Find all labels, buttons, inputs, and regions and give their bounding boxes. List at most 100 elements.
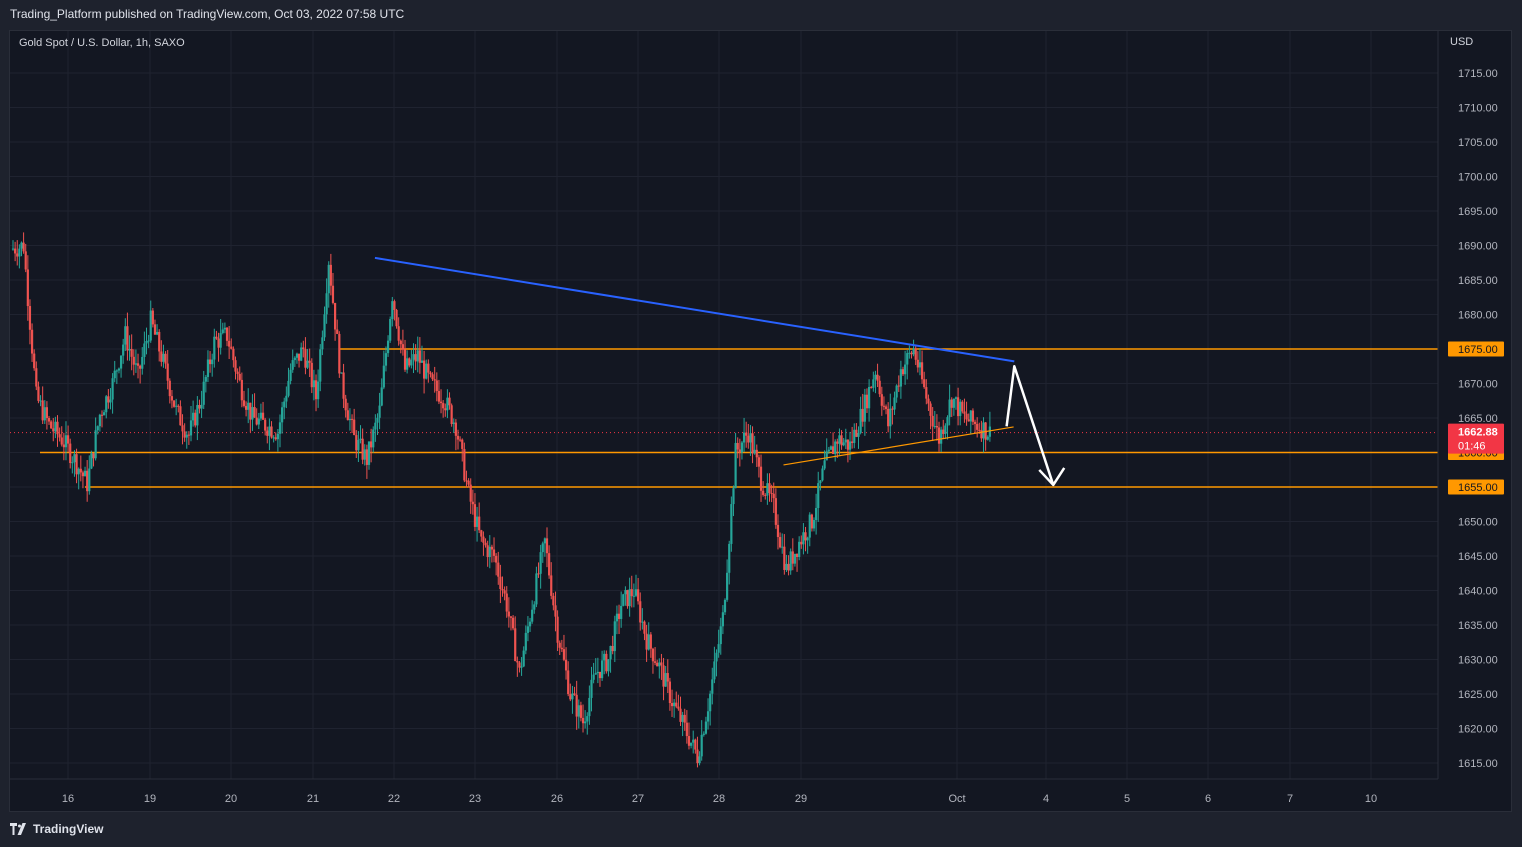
candle-body [626, 590, 629, 607]
candle-body [431, 374, 434, 380]
candle-body [920, 362, 924, 380]
candle-body [463, 448, 466, 481]
candle-body [79, 468, 82, 473]
candle-body [503, 590, 506, 594]
candle-body [278, 422, 282, 434]
candle-body [276, 433, 279, 440]
candle-body [664, 673, 667, 687]
candle-body [155, 331, 159, 335]
candle-body [800, 541, 803, 545]
candle-body [465, 480, 468, 482]
candle-body [609, 645, 612, 660]
y-tick-label: 1635.00 [1458, 620, 1498, 632]
candle-body [632, 595, 635, 597]
candle-body [287, 380, 290, 396]
candle-body [302, 347, 305, 350]
candle-body [43, 407, 46, 421]
candle-body [60, 437, 63, 445]
y-tick-label: 1685.00 [1458, 275, 1498, 287]
candle-body [969, 410, 972, 422]
candle-body [325, 293, 328, 315]
candle-body [50, 421, 53, 429]
candle-body [687, 736, 691, 746]
resistance-trendline[interactable] [374, 256, 1015, 363]
candle-body [887, 408, 890, 427]
y-tick-label: 1625.00 [1458, 689, 1498, 701]
candle-body [202, 381, 205, 405]
candle-body [827, 449, 830, 452]
candle-body [863, 394, 866, 422]
candle-body [598, 671, 602, 679]
candle-body [812, 520, 816, 529]
candle-body [749, 433, 752, 443]
x-tick-label: 5 [1124, 793, 1130, 805]
candle-body [310, 362, 313, 388]
candle-body [336, 329, 339, 334]
candle-body [891, 408, 894, 410]
candle-body [264, 419, 267, 431]
candle-body [459, 439, 462, 441]
support-trendline[interactable] [783, 426, 1014, 466]
candle-body [823, 460, 826, 469]
candle-body [952, 398, 955, 408]
candle-body [592, 674, 595, 680]
candle-body [575, 694, 578, 717]
candle-body [217, 338, 220, 348]
candle-body [853, 429, 856, 443]
candle-body [946, 417, 949, 426]
candle-body [469, 484, 472, 502]
candle-body [857, 432, 860, 437]
candle-body [825, 451, 828, 461]
y-tick-label: 1715.00 [1458, 68, 1498, 80]
candle-body [107, 396, 110, 403]
candle-body [904, 364, 907, 375]
candle-body [100, 414, 104, 416]
candle-body [389, 319, 392, 341]
candle-body [257, 418, 260, 425]
candle-body [333, 302, 337, 330]
candle-body [126, 326, 129, 351]
candle-body [721, 612, 724, 627]
candle-body [950, 399, 953, 408]
candle-body [39, 400, 42, 402]
candle-body [944, 425, 947, 434]
candle-body [33, 353, 36, 369]
candle-body [365, 449, 368, 465]
candle-body [867, 386, 871, 409]
candle-body [122, 344, 125, 356]
candle-body [567, 670, 570, 695]
candle-body [884, 406, 888, 409]
candle-body [437, 391, 441, 402]
chart-area[interactable]: 1715.00 1710.00 1705.00 1700.00 1695.00 1690.… [9, 30, 1512, 812]
candle-body [185, 434, 188, 438]
price-chart[interactable]: 1715.00 1710.00 1705.00 1700.00 1695.00 1690.… [10, 31, 1511, 811]
candle-body [259, 412, 263, 419]
tradingview-logo[interactable]: TradingView [10, 822, 103, 836]
candle-body [738, 449, 741, 453]
candle-body [550, 575, 553, 596]
candle-body [882, 405, 886, 407]
candle-body [62, 444, 65, 448]
candle-body [840, 435, 843, 446]
candle-body [270, 426, 273, 438]
candle-body [490, 546, 494, 550]
candle-body [617, 613, 621, 619]
candle-body [22, 242, 25, 252]
candle-body [766, 483, 769, 496]
x-tick-label: 19 [144, 793, 156, 805]
candle-body [581, 717, 585, 724]
candle-body [842, 442, 845, 446]
candle-body [931, 415, 934, 427]
candle-body [573, 693, 576, 695]
candle-body [673, 702, 676, 707]
candle-body [501, 589, 504, 591]
candle-body [711, 679, 714, 694]
y-tick-label: 1690.00 [1458, 241, 1498, 253]
candle-body [88, 468, 91, 492]
projection-arrow[interactable] [1005, 365, 1055, 486]
candle-body [482, 536, 485, 543]
candle-body [706, 711, 710, 722]
candle-body [416, 350, 419, 362]
candle-body [692, 739, 695, 743]
candle-body [450, 405, 453, 425]
